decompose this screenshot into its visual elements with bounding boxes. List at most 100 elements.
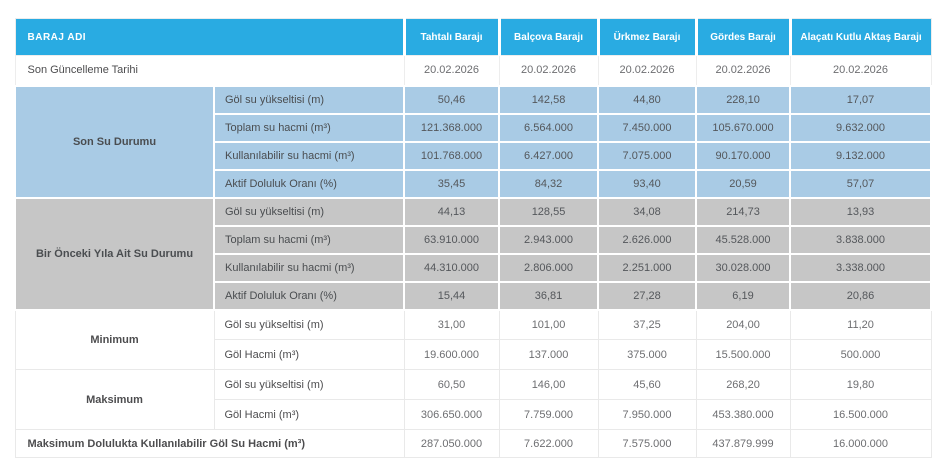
value-cell: 306.650.000 (403, 399, 500, 430)
value-cell: 500.000 (789, 339, 932, 370)
section-title: Maksimum (14, 369, 215, 430)
row-label: Kullanılabilir su hacmi (m³) (212, 252, 406, 283)
value-cell: 6.427.000 (498, 140, 600, 171)
row-label: Toplam su hacmi (m³) (212, 224, 406, 255)
value-cell: 146,00 (498, 369, 599, 400)
value-cell: 50,46 (403, 84, 501, 115)
data-row: Minimum Göl su yükseltisi (m) 31,00 101,00 3… (14, 309, 932, 370)
value-cell: 7.450.000 (597, 112, 698, 143)
value-cell: 2.251.000 (597, 252, 698, 283)
value-cell: 6,19 (695, 280, 792, 311)
table-header-row: BARAJ ADI Tahtalı Barajı Balçova Barajı … (15, 18, 932, 56)
value-cell: 20,59 (695, 168, 792, 199)
value-cell: 19.600.000 (403, 339, 500, 370)
value-cell: 13,93 (789, 196, 933, 227)
date-cell: 20.02.2026 (695, 55, 791, 86)
value-cell: 6.564.000 (498, 112, 600, 143)
section-title: Son Su Durumu (14, 84, 215, 199)
value-cell: 44,80 (597, 84, 698, 115)
value-cell: 2.806.000 (498, 252, 600, 283)
value-cell: 90.170.000 (695, 140, 792, 171)
value-cell: 45,60 (597, 369, 697, 400)
value-cell: 7.759.000 (498, 399, 599, 430)
value-cell: 44.310.000 (403, 252, 501, 283)
date-cell: 20.02.2026 (403, 55, 500, 86)
value-cell: 2.943.000 (498, 224, 600, 255)
row-label: Toplam su hacmi (m³) (212, 112, 406, 143)
value-cell: 37,25 (597, 309, 697, 340)
value-cell: 84,32 (498, 168, 600, 199)
value-cell: 44,13 (403, 196, 501, 227)
row-label: Göl su yükseltisi (m) (213, 309, 405, 340)
value-cell: 228,10 (695, 84, 792, 115)
value-cell: 20,86 (789, 280, 933, 311)
value-cell: 16.500.000 (789, 399, 932, 430)
data-row: Aktif Doluluk Oranı (%) 35,45 84,32 93,40 20… (15, 168, 933, 199)
row-label: Göl su yükseltisi (m) (212, 84, 406, 115)
dam-water-status-table: BARAJ ADI Tahtalı Barajı Balçova Barajı … (14, 18, 933, 458)
row-label: Kullanılabilir su hacmi (m³) (212, 140, 406, 171)
column-header-urkmez: Ürkmez Barajı (596, 18, 697, 56)
row-label: Son Güncelleme Tarihi (14, 55, 405, 86)
value-cell: 45.528.000 (695, 224, 792, 255)
value-cell: 30.028.000 (695, 252, 792, 283)
column-header-alacati: Alaçatı Kutlu Aktaş Barajı (788, 18, 932, 56)
row-label: Göl Hacmi (m³) (213, 399, 405, 430)
data-row: Son Su Durumu Göl su yükseltisi (m) 50,46 1… (14, 84, 933, 199)
value-cell: 7.950.000 (597, 399, 697, 430)
column-header-gordes: Gördes Barajı (694, 18, 791, 56)
row-label: Aktif Doluluk Oranı (%) (212, 168, 406, 199)
column-header-tahtali: Tahtalı Barajı (402, 18, 500, 56)
value-cell: 204,00 (695, 309, 791, 340)
value-cell: 15,44 (403, 280, 501, 311)
value-cell: 34,08 (597, 196, 698, 227)
dam-water-status-table-container: BARAJ ADI Tahtalı Barajı Balçova Barajı … (14, 18, 933, 458)
header-baraj-adi-label: BARAJ ADI (15, 18, 405, 56)
column-header-balcova: Balçova Barajı (497, 18, 599, 56)
section-title: Bir Önceki Yıla Ait Su Durumu (14, 196, 215, 311)
footer-row: Maksimum Dolulukta Kullanılabilir Göl Su… (14, 429, 932, 458)
row-label: Aktif Doluluk Oranı (%) (212, 280, 406, 311)
data-row: Bir Önceki Yıla Ait Su Durumu Göl su yüks… (14, 196, 933, 311)
data-row: Maksimum Göl su yükseltisi (m) 60,50 146,00… (14, 369, 932, 430)
value-cell: 11,20 (789, 309, 932, 340)
value-cell: 105.670.000 (695, 112, 792, 143)
update-date-row: Son Güncelleme Tarihi 20.02.2026 20.02.202… (14, 55, 932, 86)
value-cell: 268,20 (695, 369, 791, 400)
value-cell: 19,80 (789, 369, 932, 400)
value-cell: 375.000 (597, 339, 697, 370)
value-cell: 137.000 (498, 339, 599, 370)
footer-label: Maksimum Dolulukta Kullanılabilir Göl Su… (14, 429, 405, 458)
value-cell: 36,81 (498, 280, 600, 311)
value-cell: 17,07 (789, 84, 933, 115)
data-row: Göl Hacmi (m³) 19.600.000 137.000 375.000 15… (15, 339, 932, 370)
value-cell: 7.622.000 (498, 429, 599, 458)
data-row: Aktif Doluluk Oranı (%) 15,44 36,81 27,28 6,… (15, 280, 933, 311)
value-cell: 101.768.000 (403, 140, 501, 171)
section-title: Minimum (14, 309, 215, 370)
value-cell: 437.879.999 (695, 429, 791, 458)
date-cell: 20.02.2026 (498, 55, 599, 86)
value-cell: 7.575.000 (597, 429, 697, 458)
value-cell: 57,07 (789, 168, 933, 199)
value-cell: 15.500.000 (695, 339, 791, 370)
value-cell: 142,58 (498, 84, 600, 115)
value-cell: 287.050.000 (403, 429, 500, 458)
value-cell: 121.368.000 (403, 112, 501, 143)
row-label: Göl su yükseltisi (m) (213, 369, 405, 400)
value-cell: 9.132.000 (789, 140, 933, 171)
value-cell: 214,73 (695, 196, 792, 227)
value-cell: 3.338.000 (789, 252, 933, 283)
value-cell: 93,40 (597, 168, 698, 199)
value-cell: 7.075.000 (597, 140, 698, 171)
value-cell: 101,00 (498, 309, 599, 340)
value-cell: 31,00 (403, 309, 500, 340)
value-cell: 63.910.000 (403, 224, 501, 255)
row-label: Göl su yükseltisi (m) (212, 196, 406, 227)
value-cell: 60,50 (403, 369, 500, 400)
date-cell: 20.02.2026 (789, 55, 932, 86)
data-row: Toplam su hacmi (m³) 121.368.000 6.564.000… (15, 112, 933, 143)
data-row: Kullanılabilir su hacmi (m³) 101.768.000 6… (15, 140, 933, 171)
value-cell: 16.000.000 (789, 429, 932, 458)
